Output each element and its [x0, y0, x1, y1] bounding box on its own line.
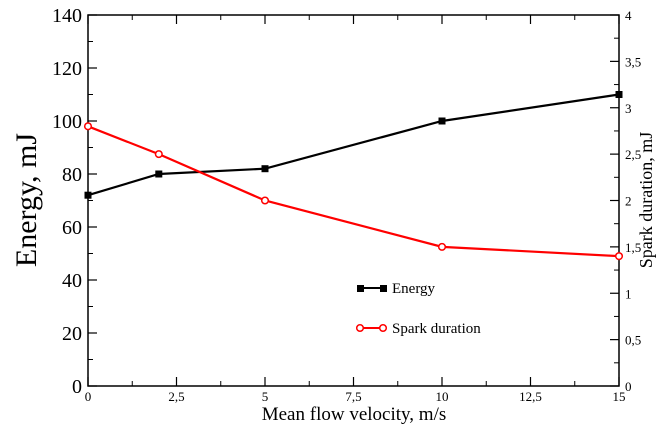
legend-label-energy: Energy	[392, 281, 436, 297]
data-point-energy	[438, 117, 446, 125]
y2-tick-label: 2,5	[625, 147, 641, 162]
x-tick-label: 2,5	[168, 389, 184, 404]
x-tick-label: 7,5	[345, 389, 361, 404]
data-point-spark-duration	[437, 242, 447, 251]
y-tick-label: 40	[62, 270, 82, 292]
y2-tick-label: 3	[625, 101, 632, 116]
plot-frame	[87, 14, 620, 387]
x-tick-label: 5	[262, 389, 269, 404]
y-tick-label: 100	[52, 111, 82, 133]
x-axis-title: Mean flow velocity, m/s	[262, 404, 447, 425]
y2-tick-label: 3,5	[625, 54, 641, 69]
series-layer	[83, 91, 624, 261]
series-spark-duration	[83, 122, 624, 261]
data-point-energy	[155, 170, 163, 178]
y2-tick-label: 1,5	[625, 240, 641, 255]
y-tick-label: 120	[52, 58, 82, 80]
y2-tick-label: 0	[625, 379, 632, 394]
x-tick-label: 0	[85, 389, 92, 404]
legend-entry-spark-duration: Spark duration	[355, 321, 481, 337]
y2-tick-label: 1	[625, 286, 632, 301]
y-axis-title: Energy, mJ	[10, 133, 43, 267]
x-tick-label: 10	[436, 389, 449, 404]
y-tick-label: 80	[62, 164, 82, 186]
legend-entry-energy: Energy	[357, 281, 436, 297]
x-tick-label: 15	[613, 389, 626, 404]
data-point-energy	[261, 165, 269, 173]
legend-label-spark-duration: Spark duration	[392, 321, 481, 337]
y-tick-label: 0	[72, 376, 82, 398]
data-point-spark-duration	[260, 196, 270, 205]
data-point-spark-duration	[154, 150, 163, 159]
series-energy	[84, 91, 623, 199]
axis-ticks: 0 2,5 5 7,5 10 12,5 1502040608010012014000,511…	[52, 5, 641, 404]
y-tick-label: 20	[62, 323, 82, 345]
y2-axis-title: Spark duration, mJ	[636, 132, 656, 269]
y-tick-label: 140	[52, 5, 82, 27]
data-point-spark-duration	[614, 252, 624, 261]
y2-tick-label: 0,5	[625, 333, 641, 348]
data-point-energy	[615, 91, 623, 98]
data-point-energy	[84, 191, 92, 199]
y2-tick-label: 2	[625, 194, 632, 209]
x-tick-label: 12,5	[519, 389, 542, 404]
y2-tick-label: 4	[625, 8, 632, 23]
legend: Energy Spark duration	[355, 281, 481, 337]
legend-marker-spark-duration	[355, 323, 365, 333]
y-tick-label: 60	[62, 217, 82, 239]
data-point-spark-duration	[83, 122, 93, 131]
legend-marker-energy	[357, 285, 364, 292]
